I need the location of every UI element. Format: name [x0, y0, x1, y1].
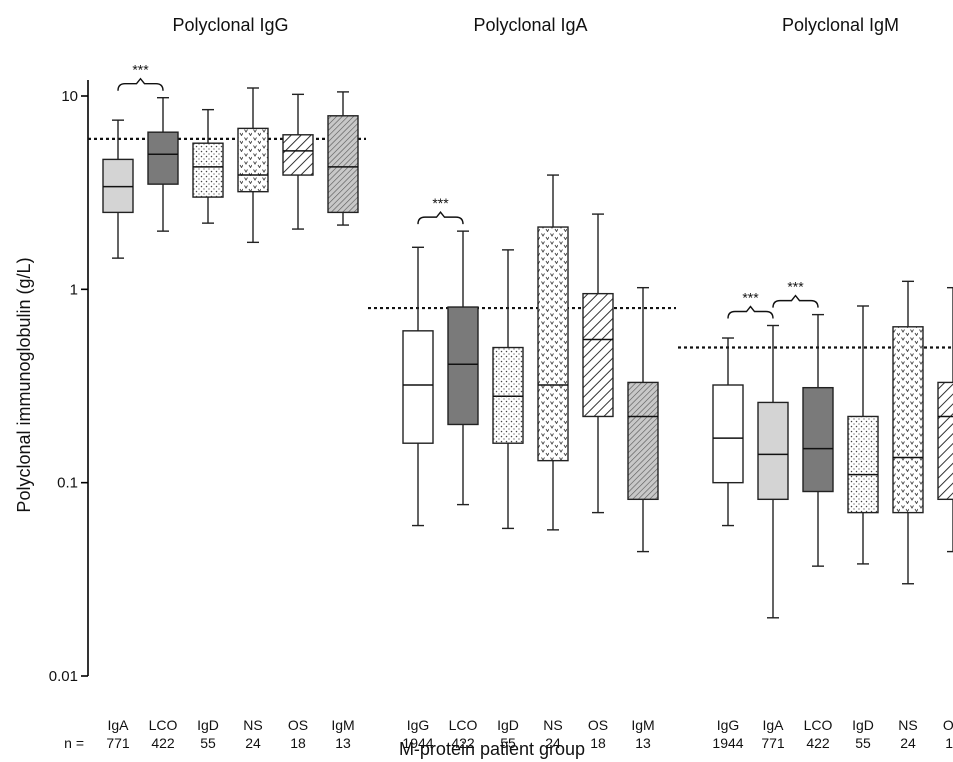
category-label: LCO	[449, 717, 478, 733]
box-group	[402, 246, 434, 527]
box	[402, 330, 434, 444]
category-label: OS	[588, 717, 608, 733]
significance-label: ***	[787, 279, 804, 295]
y-tick-label: 1	[70, 281, 78, 298]
category-label: NS	[543, 717, 562, 733]
box-group	[847, 305, 879, 565]
significance-bracket	[417, 211, 464, 225]
box-group	[447, 230, 479, 506]
box	[147, 131, 179, 185]
box-group	[492, 249, 524, 530]
significance-label: ***	[742, 290, 759, 306]
box-group	[282, 93, 314, 230]
n-value: 24	[245, 735, 261, 751]
category-label: OS	[288, 717, 308, 733]
n-value: 55	[855, 735, 871, 751]
category-label: IgD	[197, 717, 219, 733]
category-label: NS	[898, 717, 917, 733]
category-label: IgG	[407, 717, 430, 733]
box	[327, 115, 359, 214]
category-label: IgG	[717, 717, 740, 733]
box	[582, 292, 614, 418]
box-group	[537, 174, 569, 531]
n-value: 1944	[712, 735, 743, 751]
y-tick-label: 10	[61, 88, 78, 105]
significance-bracket	[117, 77, 164, 91]
category-label: IgD	[852, 717, 874, 733]
box	[802, 386, 834, 493]
y-tick-label: 0.1	[57, 475, 78, 492]
y-tick-label: 0.01	[49, 668, 78, 685]
box	[712, 384, 744, 484]
panel-title: Polyclonal IgA	[473, 15, 587, 35]
box-group	[582, 213, 614, 514]
n-value: 13	[335, 735, 351, 751]
box-group	[802, 313, 834, 567]
box	[892, 326, 924, 514]
box-group	[102, 119, 134, 259]
n-value: 55	[200, 735, 216, 751]
significance-bracket	[727, 305, 774, 319]
significance-label: ***	[132, 62, 149, 78]
box-group	[327, 91, 359, 226]
box	[537, 226, 569, 462]
box	[937, 381, 953, 501]
box-group	[192, 108, 224, 224]
category-label: IgD	[497, 717, 519, 733]
x-axis-label: M-protein patient group	[399, 739, 585, 759]
n-value: 771	[106, 735, 130, 751]
box-group	[147, 96, 179, 232]
n-value: 422	[151, 735, 175, 751]
category-label: IgM	[631, 717, 654, 733]
n-value: 55	[500, 735, 516, 751]
panel: Polyclonal IgG IgA 771 LCO 422 IgD 55 NS 24 OS 18 I…	[88, 15, 366, 751]
box	[627, 381, 659, 501]
category-label: OS	[943, 717, 953, 733]
box	[192, 142, 224, 198]
category-label: LCO	[149, 717, 178, 733]
y-ticks: 0.01 0.1 1 10	[49, 88, 88, 685]
n-value: 13	[635, 735, 651, 751]
category-label: IgA	[762, 717, 784, 733]
n-value: 1944	[402, 735, 433, 751]
box-group	[627, 286, 659, 553]
box-group	[712, 337, 744, 527]
box-group	[757, 324, 789, 619]
box	[757, 401, 789, 501]
panel: Polyclonal IgM IgG 1944 IgA 771 LCO 422 IgD 55 NS…	[678, 15, 953, 751]
y-axis-label: Polyclonal immunoglobulin (g/L)	[14, 257, 34, 512]
panel: Polyclonal IgA IgG 1944 LCO 422 IgD 55 NS 24 OS 18…	[368, 15, 676, 751]
box	[282, 134, 314, 176]
n-value: 18	[590, 735, 606, 751]
n-value: 24	[545, 735, 561, 751]
category-label: IgA	[107, 717, 129, 733]
box-group	[237, 87, 269, 244]
n-value: 771	[761, 735, 785, 751]
significance-label: ***	[432, 195, 449, 211]
box	[847, 415, 879, 514]
significance-bracket	[772, 294, 819, 308]
n-row-label: n =	[64, 735, 84, 751]
n-value: 18	[290, 735, 306, 751]
chart-panels: Polyclonal IgG IgA 771 LCO 422 IgD 55 NS 24 OS 18 I…	[88, 15, 953, 751]
n-value: 24	[900, 735, 916, 751]
n-value: 422	[451, 735, 475, 751]
category-label: LCO	[804, 717, 833, 733]
n-value: 422	[806, 735, 830, 751]
category-label: NS	[243, 717, 262, 733]
category-label: IgM	[331, 717, 354, 733]
box	[237, 127, 269, 193]
panel-title: Polyclonal IgM	[782, 15, 899, 35]
box	[492, 346, 524, 444]
panel-title: Polyclonal IgG	[172, 15, 288, 35]
box-group	[937, 286, 953, 553]
n-value: 18	[945, 735, 953, 751]
box	[447, 306, 479, 426]
box-group	[892, 280, 924, 585]
